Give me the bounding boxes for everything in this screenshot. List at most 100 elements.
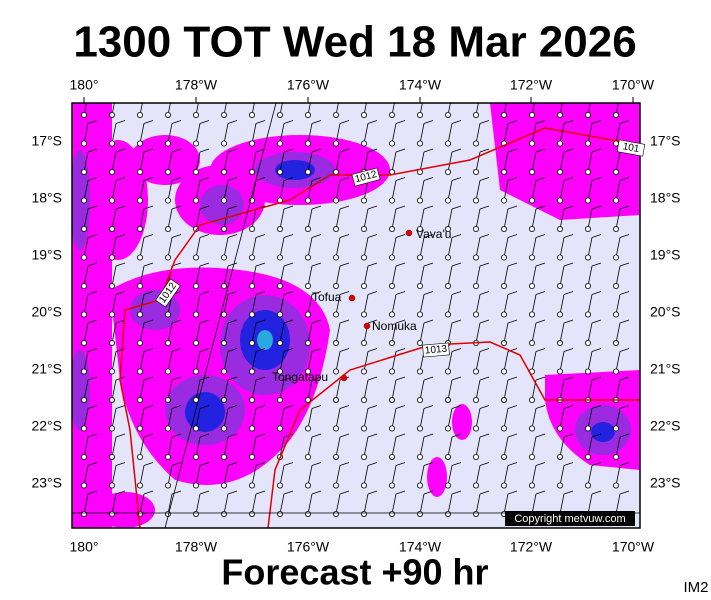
barb-flag <box>87 234 98 238</box>
barb-flag <box>619 433 630 438</box>
barb-shaft <box>503 103 507 116</box>
barb-station <box>332 254 339 261</box>
barb-station <box>360 254 367 261</box>
barb-shaft <box>307 180 313 201</box>
barb-station <box>529 168 536 175</box>
lat-label: 20°S <box>650 304 681 320</box>
barb-station <box>472 482 479 489</box>
barb-station <box>220 197 227 204</box>
barb-shaft <box>419 180 425 201</box>
barb-shaft <box>167 322 173 344</box>
barb-station <box>276 396 283 403</box>
barb-shaft <box>559 265 565 287</box>
barb-shaft <box>531 322 537 344</box>
barb-flag <box>199 433 210 438</box>
barb-station <box>304 197 311 204</box>
barb-flag <box>591 376 602 381</box>
barb-flag <box>563 348 574 352</box>
barb-flag <box>423 319 434 324</box>
copyright-box <box>505 511 635 526</box>
barb-flag <box>619 462 630 466</box>
barb-shaft <box>279 151 285 173</box>
barb-flag <box>115 462 126 466</box>
barb-flag <box>199 462 210 466</box>
barb-shaft <box>391 379 397 401</box>
barb-flag <box>143 234 154 238</box>
lat-label: 19°S <box>31 247 62 263</box>
barb-station <box>136 339 143 346</box>
barb-flag <box>423 177 434 181</box>
barb-shaft <box>531 351 537 372</box>
barb-station <box>416 311 423 318</box>
barb-flag <box>619 205 630 210</box>
barb-station <box>360 510 367 517</box>
barb-shaft <box>363 493 369 515</box>
barb-station <box>304 311 311 318</box>
barb-station <box>557 168 564 175</box>
barb-shaft <box>615 294 621 315</box>
barb-shaft <box>587 294 593 315</box>
barb-shaft <box>419 208 425 230</box>
barb-station <box>192 482 199 489</box>
barb-flag <box>339 148 350 153</box>
barb-station <box>136 482 143 489</box>
lat-label: 21°S <box>31 361 62 377</box>
barb-shaft <box>307 408 313 429</box>
barb-station <box>613 197 620 204</box>
barb-station <box>472 140 479 147</box>
barb-shaft <box>223 351 229 372</box>
barb-flag <box>591 205 602 210</box>
barb-shaft <box>195 351 201 372</box>
barb-flag <box>143 376 154 381</box>
barb-flag <box>171 490 182 495</box>
barb-station <box>388 482 395 489</box>
barb-shaft <box>195 408 201 429</box>
barb-shaft <box>447 493 453 515</box>
barb-station <box>81 425 88 432</box>
barb-shaft <box>195 103 199 116</box>
barb-flag <box>479 120 490 124</box>
barb-shaft <box>195 294 201 315</box>
barb-station <box>472 453 479 460</box>
barb-shaft <box>363 436 369 458</box>
barb-shaft <box>251 208 257 230</box>
barb-station <box>304 368 311 375</box>
barb-station <box>388 197 395 204</box>
barb-shaft <box>447 436 453 458</box>
barb-shaft <box>279 322 285 344</box>
barb-flag <box>227 262 238 267</box>
barb-flag <box>283 177 294 181</box>
barb-station <box>109 339 116 346</box>
barb-flag <box>507 462 518 466</box>
barb-shaft <box>111 103 115 116</box>
barb-shaft <box>391 208 397 230</box>
barb-flag <box>619 262 630 267</box>
barb-flag <box>563 177 574 181</box>
barb-shaft <box>279 265 285 287</box>
barb-station <box>332 482 339 489</box>
barb-shaft <box>475 103 479 116</box>
barb-flag <box>87 348 98 352</box>
barb-shaft <box>223 436 229 458</box>
barb-shaft <box>559 180 565 201</box>
barb-station <box>444 168 451 175</box>
barb-station <box>529 453 536 460</box>
barb-station <box>557 225 564 232</box>
barb-flag <box>395 177 406 181</box>
barb-station <box>388 225 395 232</box>
barb-shaft <box>139 322 145 344</box>
lon-label: 174°W <box>399 77 442 93</box>
barb-shaft <box>419 465 425 486</box>
barb-flag <box>228 92 237 95</box>
barb-shaft <box>307 123 313 144</box>
barb-station <box>444 254 451 261</box>
barb-flag <box>395 291 406 295</box>
barb-shaft <box>391 294 397 315</box>
barb-flag <box>367 405 378 409</box>
barb-shaft <box>307 294 313 315</box>
barb-shaft <box>447 151 453 173</box>
lon-label: 178°W <box>175 539 218 555</box>
lon-label: 170°W <box>612 539 655 555</box>
barb-station <box>304 482 311 489</box>
barb-station <box>136 225 143 232</box>
